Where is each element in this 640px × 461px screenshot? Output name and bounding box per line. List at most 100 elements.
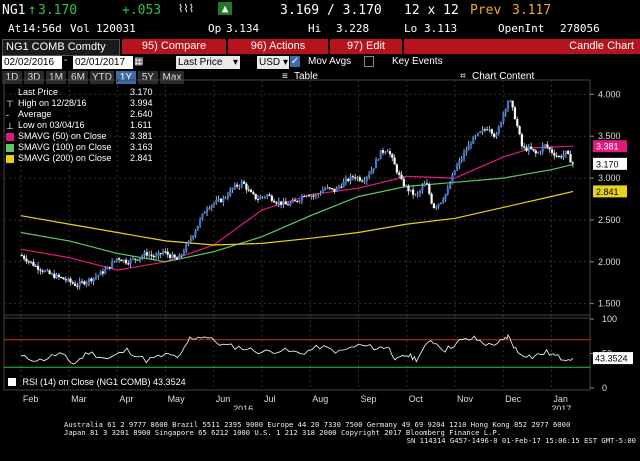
x-axis-month-label: Aug <box>312 394 328 404</box>
period-button-6m[interactable]: 6M <box>68 71 88 84</box>
candle-body <box>289 202 292 206</box>
candle-body <box>224 197 227 199</box>
legend-label: SMAVG (50) on Close <box>18 131 107 141</box>
chart-content-icon[interactable]: ⌗ <box>460 71 466 82</box>
candle-body <box>275 202 278 204</box>
key-events-checkbox[interactable] <box>364 56 374 67</box>
candle-body <box>395 164 398 173</box>
candle-body <box>548 147 551 150</box>
candle-body <box>219 198 223 203</box>
period-button-3d[interactable]: 3D <box>24 71 44 84</box>
candle-body <box>175 257 179 260</box>
candle-body <box>437 203 440 207</box>
candle-body <box>344 178 348 182</box>
x-axis-month-label: Jul <box>264 394 276 404</box>
quote-bar: NG1 ↑ 3.170 +.053 ⌇⌇⌇ ▲ 3.169 / 3.170 12… <box>0 0 640 20</box>
chart-content-button[interactable]: Chart Content <box>472 71 535 82</box>
x-axis-month-label: May <box>168 394 186 404</box>
ticker-label: NG1 <box>2 3 26 18</box>
candle-body <box>569 154 572 163</box>
candle-body <box>423 183 426 187</box>
legend-value: 3.170 <box>130 87 153 97</box>
compare-button[interactable]: 95) Compare <box>122 39 226 54</box>
candle-body <box>381 150 385 153</box>
candle-body <box>280 201 283 205</box>
candle-body <box>23 255 26 259</box>
candle-body <box>115 258 118 261</box>
candle-body <box>141 255 144 258</box>
security-field[interactable]: NG1 COMB Comdty <box>2 39 120 56</box>
chart-legend: Last Price 3.170 ⊤ High on 12/28/16 3.994- Av… <box>6 87 153 164</box>
currency-select[interactable]: USD ▾ <box>257 56 289 69</box>
candle-body <box>20 255 23 257</box>
period-button-1y[interactable]: 1Y <box>116 71 136 84</box>
period-button-1d[interactable]: 1D <box>2 71 22 84</box>
candle-body <box>150 254 153 256</box>
table-button[interactable]: Table <box>294 71 318 82</box>
candle-body <box>291 200 294 203</box>
candle-body <box>78 281 81 286</box>
calendar-icon[interactable]: ▦ <box>134 56 144 67</box>
price-axis-label: 2.500 <box>598 215 621 225</box>
price-tag-box <box>593 157 627 170</box>
candle-body <box>203 212 206 214</box>
candle-body <box>330 188 334 190</box>
candle-body <box>379 150 382 160</box>
candle-body <box>425 183 429 185</box>
up-tick-icon: ▲ <box>218 2 232 15</box>
legend-item: SMAVG (50) on Close 3.381 <box>6 131 153 142</box>
price-axis-label: 2.000 <box>598 257 621 267</box>
candle-body <box>73 283 77 286</box>
time-value: 14:56d <box>22 22 62 35</box>
candle-body <box>520 134 523 147</box>
start-date-field[interactable]: 02/02/2016 <box>2 56 62 69</box>
footer-line-3: SN 114314 G457-1496-0 01-Feb-17 15:06:15… <box>406 436 636 445</box>
price-chart[interactable]: 4.000 3.500 3.000 2.500 2.000 1.500 3.381 3.170… <box>0 70 640 410</box>
mov-avgs-checkbox[interactable]: ✓ <box>290 56 300 67</box>
candle-body <box>518 126 521 135</box>
quote-detail-row: At 14:56d Vol 120031 Op 3.134 Hi 3.228 L… <box>0 22 640 38</box>
actions-button[interactable]: 96) Actions <box>228 39 328 54</box>
candle-body <box>99 271 102 276</box>
candle-body <box>90 278 93 282</box>
candle-body <box>442 199 445 203</box>
candle-body <box>428 184 431 194</box>
candle-body <box>416 193 419 195</box>
candle-body <box>192 235 195 239</box>
command-toolbar: NG1 COMB Comdty 95) Compare 96) Actions … <box>0 38 640 56</box>
candle-body <box>497 126 500 135</box>
candle-body <box>293 200 297 202</box>
candle-body <box>358 177 361 181</box>
open-label: Op <box>208 22 222 35</box>
candle-body <box>180 254 183 256</box>
bid-ask: 3.169 / 3.170 <box>280 3 382 18</box>
key-events-label[interactable]: Key Events <box>392 56 443 67</box>
candle-body <box>164 251 167 253</box>
end-date-field[interactable]: 02/01/2017 <box>73 56 133 69</box>
candle-body <box>314 194 317 197</box>
edit-button[interactable]: 97) Edit <box>330 39 402 54</box>
legend-swatch <box>6 132 14 141</box>
table-icon[interactable]: ≡ <box>282 71 288 82</box>
candle-body <box>472 136 475 144</box>
price-tag-box <box>593 140 627 153</box>
x-axis-month-label: Dec <box>505 394 522 404</box>
candle-body <box>421 186 424 191</box>
candle-body <box>430 193 433 204</box>
price-field-select[interactable]: Last Price ▾ <box>176 56 240 69</box>
period-button-5y[interactable]: 5Y <box>138 71 158 84</box>
period-button-ytd[interactable]: YTD <box>90 71 114 84</box>
period-button-1m[interactable]: 1M <box>46 71 66 84</box>
candle-body <box>300 195 304 201</box>
price-field-value: Last Price <box>178 57 223 68</box>
candle-body <box>134 258 137 260</box>
candle-body <box>506 101 510 110</box>
rsi-panel-frame <box>3 314 591 391</box>
candle-body <box>157 253 160 256</box>
candle-body <box>532 149 535 151</box>
candle-body <box>76 285 79 287</box>
rsi-legend: RSI (14) on Close (NG1 COMB) 43.3524 <box>8 377 186 387</box>
candle-body <box>324 188 327 190</box>
mov-avgs-label[interactable]: Mov Avgs <box>308 56 352 67</box>
legend-label: SMAVG (200) on Close <box>18 153 112 163</box>
